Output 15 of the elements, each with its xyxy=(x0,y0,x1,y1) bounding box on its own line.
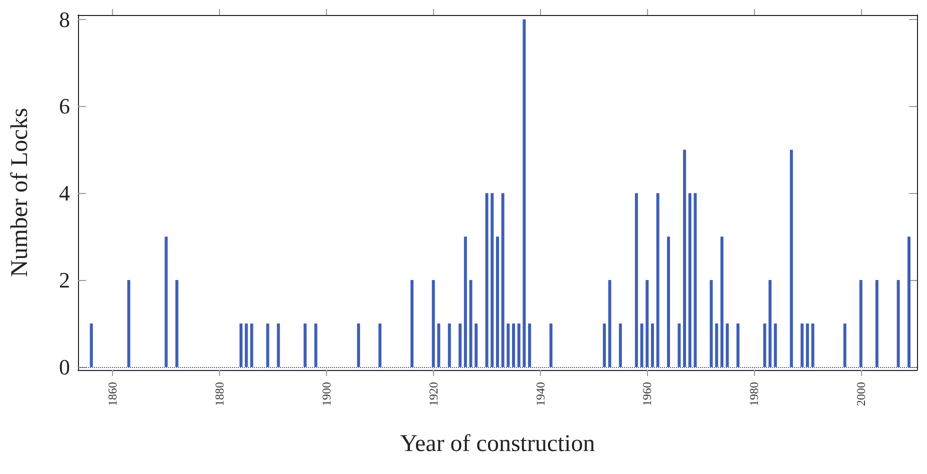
y-tick-label: 4 xyxy=(59,180,70,206)
x-tick-label: 1920 xyxy=(426,382,440,406)
y-tick-label: 0 xyxy=(59,354,70,380)
x-tick-label: 1980 xyxy=(747,382,762,406)
x-tick-label: 1900 xyxy=(319,382,334,406)
x-tick-label: 2000 xyxy=(854,382,868,406)
y-tick-label: 6 xyxy=(59,94,70,119)
x-tick-label: 1880 xyxy=(212,382,227,406)
y-axis-title: Number of Locks xyxy=(7,108,33,278)
x-axis-title: Year of construction xyxy=(400,431,595,457)
x-tick-label: 1860 xyxy=(106,382,120,406)
x-tick-label: 1940 xyxy=(533,382,548,406)
y-tick-label: 2 xyxy=(59,268,70,293)
x-tick-label: 1960 xyxy=(640,382,654,406)
y-tick-label: 8 xyxy=(59,6,70,32)
